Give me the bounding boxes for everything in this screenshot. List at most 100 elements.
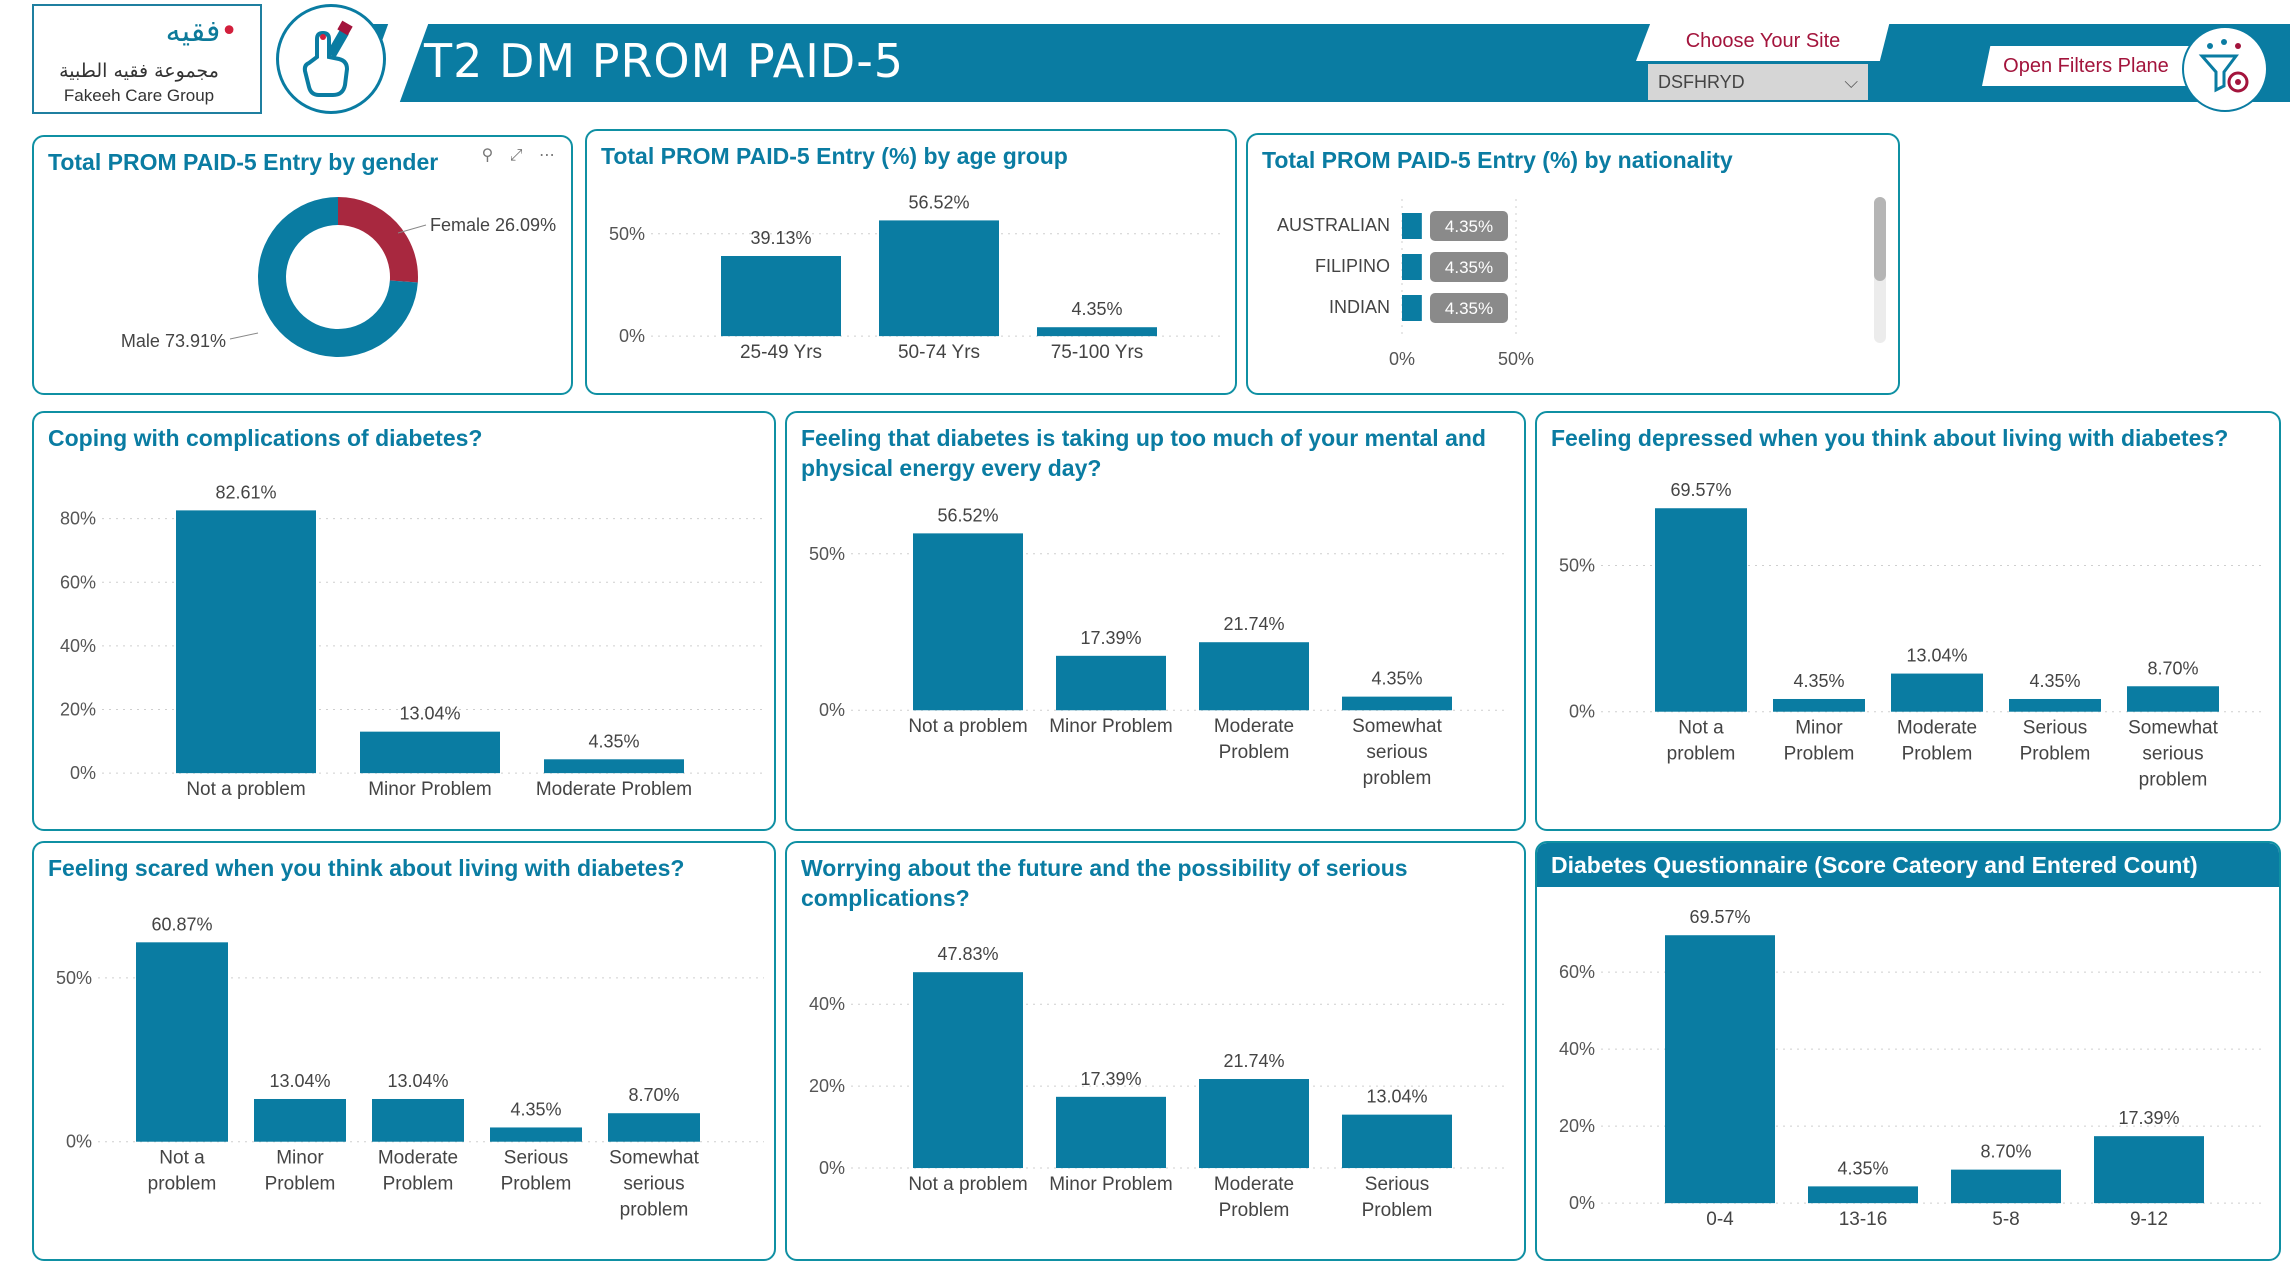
x-tick-label: Not a <box>159 1148 205 1169</box>
scared-panel: Feeling scared when you think about livi… <box>32 841 776 1261</box>
coping-panel-title: Coping with complications of diabetes? <box>48 425 483 451</box>
x-tick-label: Minor <box>1795 718 1843 739</box>
slice-label: Female 26.09% <box>430 215 556 235</box>
x-tick-label: Somewhat <box>2128 718 2218 739</box>
x-tick-label: Not a problem <box>908 716 1027 737</box>
x-tick-label: problem <box>148 1174 217 1195</box>
data-label: 39.13% <box>750 228 811 248</box>
data-label: 8.70% <box>628 1085 679 1105</box>
leader-line <box>229 332 259 340</box>
bar[interactable] <box>2127 686 2219 712</box>
leader-line <box>397 224 427 234</box>
x-tick-label: Not a problem <box>186 779 305 800</box>
depressed-panel: Feeling depressed when you think about l… <box>1535 411 2281 831</box>
open-filters-button[interactable]: Open Filters Plane <box>1982 46 2190 86</box>
bar[interactable] <box>1402 254 1422 280</box>
bar[interactable] <box>1037 327 1157 337</box>
y-tick-label: 50% <box>1559 555 1595 575</box>
x-tick-label: Minor Problem <box>368 779 492 800</box>
data-label: 4.35% <box>1837 1158 1888 1178</box>
site-select[interactable]: DSFHRYD ⌵ <box>1648 64 1868 100</box>
y-tick-label: 60% <box>60 572 96 592</box>
y-tick-label: AUSTRALIAN <box>1277 215 1390 235</box>
x-tick-label: 0-4 <box>1706 1209 1734 1230</box>
logo-mark: فقيه• <box>165 14 238 49</box>
bar[interactable] <box>1342 696 1452 711</box>
slice-label: Male 73.91% <box>121 331 226 351</box>
page-title: T2 DM PROM PAID-5 <box>424 34 905 88</box>
y-tick-label: FILIPINO <box>1315 256 1390 276</box>
nationality-panel-title: Total PROM PAID-5 Entry (%) by nationali… <box>1262 147 1733 173</box>
bar[interactable] <box>1773 698 1865 712</box>
gender-panel: Total PROM PAID-5 Entry by gender ⚲ ⤢ ⋯ … <box>32 135 573 395</box>
bar[interactable] <box>1056 1096 1166 1169</box>
energy-panel-title: Feeling that diabetes is taking up too m… <box>801 425 1486 481</box>
finger-glucose-test-icon <box>276 4 386 114</box>
data-label: 4.35% <box>1445 217 1493 236</box>
bar[interactable] <box>1199 642 1309 711</box>
bar[interactable] <box>1056 655 1166 711</box>
y-tick-label: 40% <box>809 994 845 1014</box>
y-tick-label: INDIAN <box>1329 297 1390 317</box>
bar[interactable] <box>2094 1136 2204 1204</box>
bar[interactable] <box>490 1127 582 1142</box>
bar[interactable] <box>721 256 841 337</box>
bar[interactable] <box>254 1098 346 1142</box>
age-bar-chart: 0% 50% 39.13% 25-49 Yrs 56.52% 50-74 Yrs 4.35%… <box>609 192 1223 363</box>
bar[interactable] <box>2009 698 2101 712</box>
bar[interactable] <box>544 759 684 774</box>
y-tick-label: 0% <box>1569 1193 1595 1213</box>
bar[interactable] <box>1665 935 1775 1204</box>
data-label: 17.39% <box>2118 1108 2179 1128</box>
bar[interactable] <box>1655 508 1747 712</box>
bar[interactable] <box>608 1113 700 1142</box>
data-label-bg <box>1430 211 1508 241</box>
x-tick-label: Minor Problem <box>1049 716 1173 737</box>
bar[interactable] <box>176 510 316 774</box>
score-bar-chart: 0% 20% 40% 60% 69.57% 0-4 4.35% 13-16 8.70% 5-8 17… <box>1559 907 2265 1230</box>
y-tick-label: 50% <box>809 544 845 564</box>
energy-panel: Feeling that diabetes is taking up too m… <box>785 411 1526 831</box>
y-tick-label: 80% <box>60 509 96 529</box>
pie-slice[interactable] <box>258 197 418 358</box>
visual-toolbar[interactable]: ⚲ ⤢ ⋯ <box>481 147 561 164</box>
bar[interactable] <box>1342 1114 1452 1169</box>
bar[interactable] <box>913 972 1023 1169</box>
header-bar <box>330 24 2290 102</box>
x-tick-label: serious <box>1366 742 1427 763</box>
x-tick-label: 50-74 Yrs <box>898 342 980 363</box>
bar[interactable] <box>913 533 1023 711</box>
bar[interactable] <box>1891 673 1983 712</box>
y-tick-label: 50% <box>56 968 92 988</box>
bar[interactable] <box>879 220 999 337</box>
age-panel-title: Total PROM PAID-5 Entry (%) by age group <box>601 143 1068 169</box>
y-tick-label: 20% <box>60 700 96 720</box>
scrollbar-thumb[interactable] <box>1874 197 1886 281</box>
x-tick-label: 50% <box>1498 349 1534 369</box>
bar[interactable] <box>1199 1079 1309 1169</box>
filter-settings-icon[interactable] <box>2182 26 2268 112</box>
future-bar-chart: 0% 20% 40% 47.83% Not a problem 17.39% Minor P… <box>809 944 1509 1221</box>
data-label: 13.04% <box>1906 646 1967 666</box>
data-label: 13.04% <box>387 1071 448 1091</box>
y-tick-label: 20% <box>1559 1116 1595 1136</box>
x-tick-label: problem <box>620 1200 689 1221</box>
x-tick-label: Problem <box>265 1174 336 1195</box>
data-label: 13.04% <box>269 1071 330 1091</box>
bar[interactable] <box>360 731 500 774</box>
bar[interactable] <box>1951 1169 2061 1204</box>
bar[interactable] <box>136 942 228 1142</box>
x-tick-label: 5-8 <box>1992 1209 2019 1230</box>
data-label: 69.57% <box>1670 480 1731 500</box>
data-label-bg <box>1430 252 1508 282</box>
pie-slice[interactable] <box>338 197 419 283</box>
scared-panel-title: Feeling scared when you think about livi… <box>48 855 685 881</box>
data-label: 56.52% <box>908 192 969 212</box>
bar[interactable] <box>1402 213 1422 239</box>
bar[interactable] <box>372 1098 464 1142</box>
depressed-panel-title: Feeling depressed when you think about l… <box>1551 425 2229 451</box>
future-panel-title: Worrying about the future and the possib… <box>801 855 1408 911</box>
bar[interactable] <box>1402 295 1422 321</box>
bar[interactable] <box>1808 1186 1918 1204</box>
data-label: 69.57% <box>1689 907 1750 927</box>
